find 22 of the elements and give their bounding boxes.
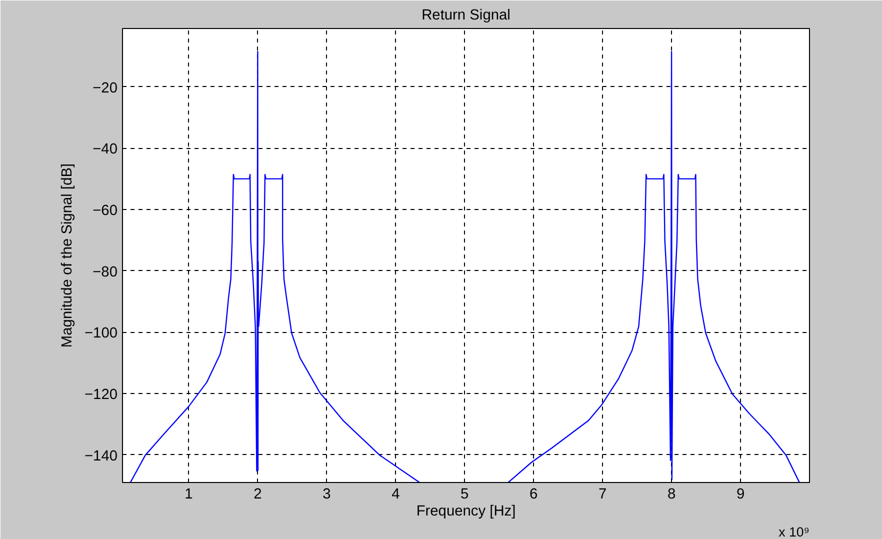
x-tick-label: 4	[392, 486, 400, 502]
line-series	[130, 50, 420, 482]
x-tick-label: 9	[736, 486, 745, 502]
x-tick-label: 6	[530, 486, 538, 502]
x-tick-label: 2	[254, 486, 262, 502]
y-tick-label: −120	[84, 387, 118, 404]
x-tick-label: 7	[598, 486, 607, 502]
y-tick-label: −40	[92, 142, 118, 158]
y-tick-label: −80	[92, 264, 118, 280]
x-tick-label: 3	[322, 486, 331, 502]
x-axis-title: Frequency [Hz]	[416, 504, 516, 520]
x-tick-label: 5	[460, 486, 469, 502]
y-tick-label: −100	[84, 326, 118, 342]
text: x 10⁹	[778, 524, 810, 539]
y-tick-label: −20	[92, 80, 118, 96]
x-tick-label: 1	[184, 486, 193, 502]
x-tick-label: 8	[667, 486, 676, 502]
chart-title: Return Signal	[422, 8, 510, 24]
y-tick-label: −140	[84, 448, 118, 464]
y-tick-label: −60	[92, 202, 118, 219]
y-axis-title: Magnitude of the Signal [dB]	[59, 163, 76, 348]
line-series	[508, 50, 800, 482]
